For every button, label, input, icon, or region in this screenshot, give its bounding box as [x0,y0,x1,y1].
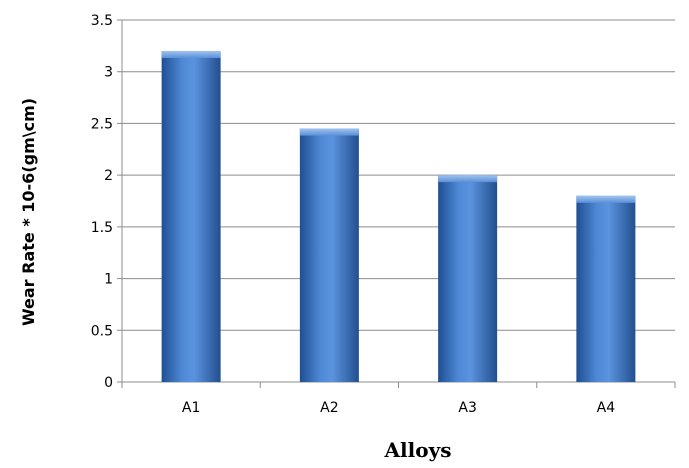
x-tick-label: A3 [458,400,476,416]
bar-a4 [576,195,636,382]
bar-top-a3 [438,175,498,183]
x-tick-labels: A1 A2 A3 A4 [121,382,676,416]
y-tick-label: 3.5 [91,13,113,29]
y-tick-label: 1.5 [91,220,113,236]
bar-a2 [299,128,359,382]
x-tick-label: A1 [182,400,200,416]
bar-a1 [161,51,221,383]
y-tick-label: 1 [104,272,113,288]
bars [161,51,636,383]
y-tick-labels: 0 0.5 1 1.5 2 2.5 3 3.5 [91,13,122,391]
bar-top-a2 [299,128,359,136]
x-tick-label: A2 [320,400,338,416]
bar-top-a4 [576,195,636,203]
y-tick-label: 2.5 [91,116,113,132]
y-tick-label: 0.5 [91,323,113,339]
y-axis-title: Wear Rate * 10-6(gm\cm) [19,98,38,326]
y-tick-label: 0 [104,375,113,391]
y-tick-label: 3 [104,65,113,81]
x-tick-label: A4 [597,400,616,416]
bar-top-a1 [161,51,221,59]
x-axis-title: Alloys [384,438,452,462]
bar-a3 [438,175,498,382]
y-tick-label: 2 [104,168,113,184]
